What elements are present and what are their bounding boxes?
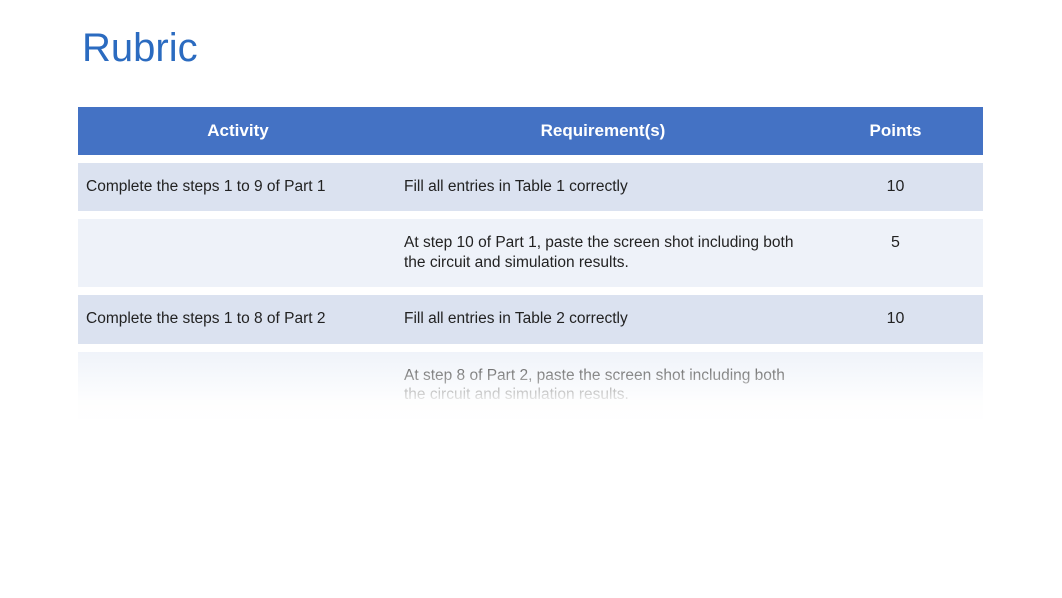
points-cell: 5 (808, 219, 983, 287)
activity-cell: Complete the steps 1 to 8 of Part 2 (78, 295, 398, 343)
points-cell (808, 352, 983, 420)
requirement-cell: Fill all entries in Table 1 correctly (398, 163, 808, 211)
column-header-points: Points (808, 107, 983, 155)
requirement-cell: Fill all entries in Table 2 correctly (398, 295, 808, 343)
column-header-requirement: Requirement(s) (398, 107, 808, 155)
table-row: At step 8 of Part 2, paste the screen sh… (78, 352, 983, 420)
activity-cell (78, 219, 398, 287)
table-row: At step 10 of Part 1, paste the screen s… (78, 219, 983, 287)
table-header-row: Activity Requirement(s) Points (78, 107, 983, 155)
points-cell: 10 (808, 163, 983, 211)
rubric-table-wrapper: Activity Requirement(s) Points Complete … (78, 99, 983, 427)
rubric-table: Activity Requirement(s) Points Complete … (78, 99, 983, 427)
table-row: Complete the steps 1 to 9 of Part 1 Fill… (78, 163, 983, 211)
activity-cell (78, 352, 398, 420)
table-row: Complete the steps 1 to 8 of Part 2 Fill… (78, 295, 983, 343)
activity-cell: Complete the steps 1 to 9 of Part 1 (78, 163, 398, 211)
requirement-cell: At step 10 of Part 1, paste the screen s… (398, 219, 808, 287)
points-cell: 10 (808, 295, 983, 343)
page-title: Rubric (0, 0, 1062, 71)
column-header-activity: Activity (78, 107, 398, 155)
requirement-cell: At step 8 of Part 2, paste the screen sh… (398, 352, 808, 420)
